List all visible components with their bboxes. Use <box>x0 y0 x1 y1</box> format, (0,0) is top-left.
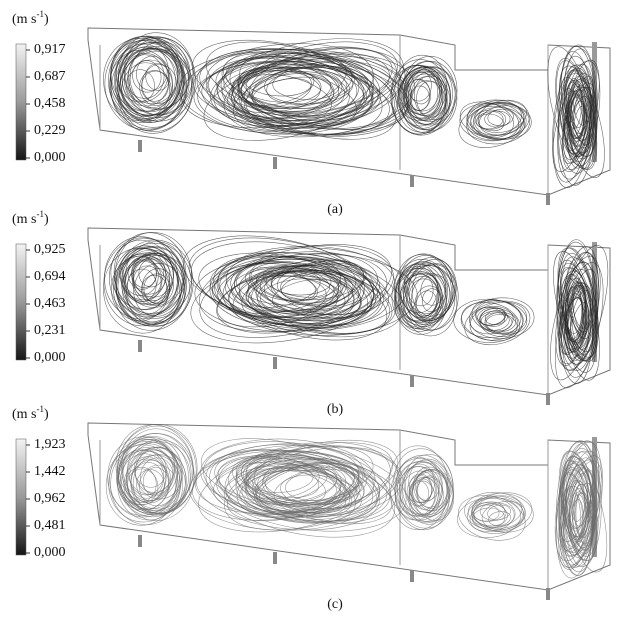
streamline <box>419 273 447 307</box>
tank-leg <box>410 570 414 582</box>
tank-leg <box>138 535 142 547</box>
unit-text: ) <box>44 12 49 27</box>
panel-caption: (b) <box>327 402 344 417</box>
panel: (m s-1)0,9170,6870,4580,2290,000(a) <box>12 9 614 217</box>
tank-leg <box>410 175 414 187</box>
colorbar-tick-label: 0,481 <box>34 518 66 533</box>
tank-leg <box>273 357 277 369</box>
tank-leg <box>138 140 142 152</box>
colorbar-tick-label: 0,229 <box>34 123 66 138</box>
streamline <box>129 58 164 95</box>
panel-caption: (a) <box>327 202 343 217</box>
unit-text: ) <box>44 212 49 227</box>
colorbar <box>16 244 26 360</box>
tank-leg <box>273 552 277 564</box>
tank-leg <box>138 340 142 352</box>
streamline <box>143 467 169 496</box>
colorbar-tick-label: 0,962 <box>34 491 66 506</box>
unit-text: (m s <box>12 407 37 422</box>
colorbar-tick-label: 0,917 <box>34 42 66 57</box>
panel-caption: (c) <box>327 597 343 612</box>
panel: (m s-1) 1,923 1,442 0,962 0,481 0,000 (c) <box>12 404 616 612</box>
unit-text: ) <box>44 407 49 422</box>
tank-leg <box>546 588 550 600</box>
colorbar <box>16 44 26 160</box>
colorbar-tick-label: 0,463 <box>34 296 66 311</box>
tank-leg <box>273 157 277 169</box>
colorbar-tick-label: 0,000 <box>34 150 66 165</box>
colorbar-tick-label: 1,923 <box>34 437 66 452</box>
tank-leg <box>546 393 550 405</box>
unit-text: (m s <box>12 12 37 27</box>
tank-leg <box>410 375 414 387</box>
colorbar-tick-label: 1,442 <box>34 464 66 479</box>
streamline <box>203 46 387 145</box>
unit-exponent: -1 <box>37 209 45 219</box>
colorbar-tick-label: 0,458 <box>34 96 66 111</box>
colorbar-unit: (m s-1) <box>12 404 49 422</box>
unit-text: (m s <box>12 212 37 227</box>
figure: (m s-1)0,9170,6870,4580,2290,000(a)(m s-… <box>0 0 622 619</box>
colorbar-tick-label: 0,694 <box>34 269 66 284</box>
colorbar-tick-label: 0,000 <box>34 545 66 560</box>
colorbar <box>16 439 26 555</box>
colorbar-tick-label: 0,231 <box>34 323 66 338</box>
unit-exponent: -1 <box>37 404 45 414</box>
unit-exponent: -1 <box>37 9 45 19</box>
colorbar-tick-label: 0,925 <box>34 242 66 257</box>
colorbar-tick-label: 0,000 <box>34 350 66 365</box>
tank-leg <box>546 193 550 205</box>
streamline <box>484 111 510 128</box>
panel: (m s-1)0,9250,6940,4630,2310,000(b) <box>12 209 618 417</box>
colorbar-tick-label: 0,687 <box>34 69 66 84</box>
colorbar-unit: (m s-1) <box>12 209 49 227</box>
colorbar-unit: (m s-1) <box>12 9 49 27</box>
